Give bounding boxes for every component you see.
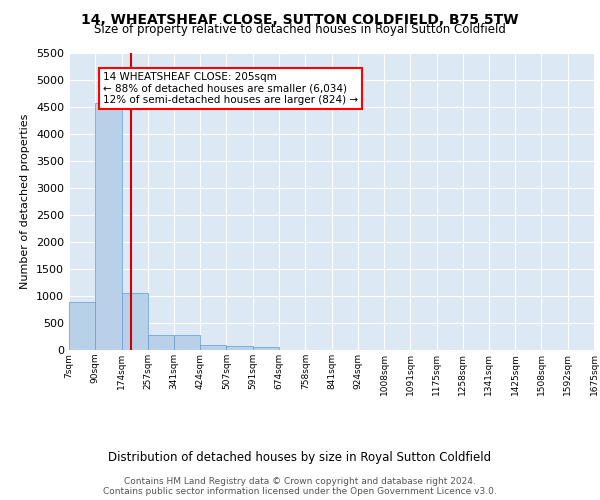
Text: Contains HM Land Registry data © Crown copyright and database right 2024.: Contains HM Land Registry data © Crown c…: [124, 476, 476, 486]
Bar: [200, 346, 226, 350]
Text: Size of property relative to detached houses in Royal Sutton Coldfield: Size of property relative to detached ho…: [94, 22, 506, 36]
Y-axis label: Number of detached properties: Number of detached properties: [20, 114, 31, 289]
Bar: [148, 334, 174, 350]
Bar: [253, 347, 279, 350]
Bar: [122, 292, 148, 350]
Text: 14 WHEATSHEAF CLOSE: 205sqm
← 88% of detached houses are smaller (6,034)
12% of : 14 WHEATSHEAF CLOSE: 205sqm ← 88% of det…: [103, 72, 358, 105]
Bar: [226, 346, 253, 350]
Text: Contains public sector information licensed under the Open Government Licence v3: Contains public sector information licen…: [103, 486, 497, 496]
Text: 14, WHEATSHEAF CLOSE, SUTTON COLDFIELD, B75 5TW: 14, WHEATSHEAF CLOSE, SUTTON COLDFIELD, …: [81, 12, 519, 26]
Bar: [69, 302, 95, 350]
Bar: [174, 334, 200, 350]
Text: Distribution of detached houses by size in Royal Sutton Coldfield: Distribution of detached houses by size …: [109, 451, 491, 464]
Bar: [95, 104, 122, 350]
